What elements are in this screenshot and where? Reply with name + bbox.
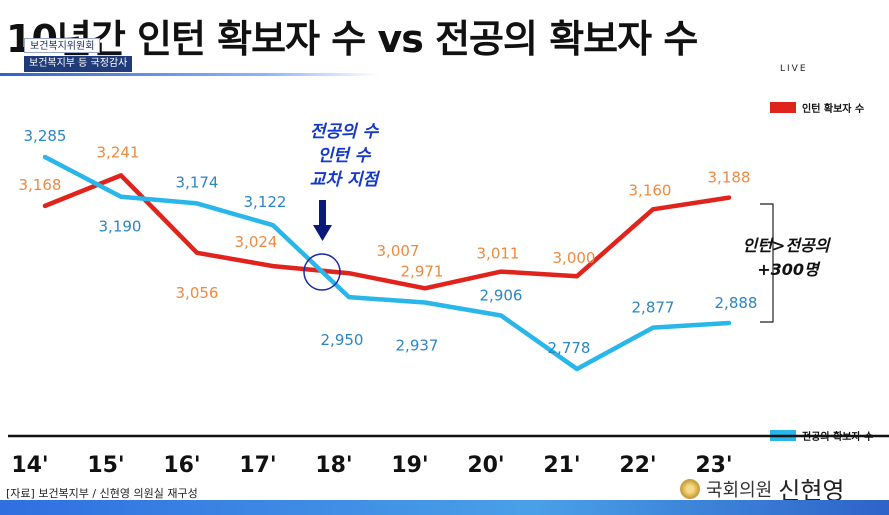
legend-swatch-intern	[770, 102, 796, 113]
source-note: [자료] 보건복지부 / 신현영 의원실 재구성	[6, 487, 198, 500]
data-label-resident-0: 3,285	[24, 127, 67, 145]
footer-bar	[0, 500, 889, 515]
x-tick-label-8: 22'	[619, 453, 656, 478]
x-tick-label-6: 20'	[467, 453, 504, 478]
data-label-intern-6: 3,011	[477, 245, 520, 263]
x-tick-label-3: 17'	[239, 453, 276, 478]
title-underline	[0, 73, 380, 76]
gap-annotation-line1: 인턴>전공의	[742, 236, 831, 255]
data-label-resident-6: 2,906	[480, 286, 523, 304]
data-label-intern-2: 3,056	[176, 284, 219, 302]
data-label-intern-9: 3,188	[708, 169, 751, 187]
data-label-intern-4: 3,007	[377, 242, 420, 260]
series-line-intern	[42, 173, 732, 291]
x-tick-label-1: 15'	[87, 453, 124, 478]
x-tick-label-4: 18'	[315, 453, 352, 478]
data-label-resident-3: 3,122	[244, 193, 287, 211]
data-label-intern-3: 3,024	[235, 233, 278, 251]
data-label-resident-8: 2,877	[632, 299, 675, 317]
x-tick-label-5: 19'	[391, 453, 428, 478]
signature-org: 국회의원	[706, 479, 773, 501]
legend-item-intern: 인턴 확보자 수	[770, 100, 864, 115]
data-label-intern-8: 3,160	[629, 181, 672, 199]
data-label-resident-4: 2,950	[321, 331, 364, 349]
x-tick-label-7: 21'	[543, 453, 580, 478]
live-indicator: LIVE	[780, 64, 808, 74]
crossover-annotation-line1: 전공의 수	[310, 122, 380, 142]
legend-label-intern: 인턴 확보자 수	[802, 104, 865, 115]
committee-badge: 보건복지위원회	[24, 38, 101, 53]
crossover-annotation-line2: 인턴 수	[318, 146, 372, 166]
series-line-resident	[42, 154, 732, 372]
gap-annotation-line2: +300명	[757, 260, 821, 279]
x-tick-label-9: 23'	[695, 453, 732, 478]
data-label-resident-5: 2,937	[396, 337, 439, 355]
page-title: 10년간 인턴 확보자 수 vs 전공의 확보자 수	[6, 17, 698, 61]
national-assembly-emblem-icon	[680, 478, 700, 499]
data-label-resident-1: 3,190	[99, 218, 142, 236]
crossover-annotation-line3: 교차 지점	[310, 170, 381, 190]
data-label-resident-2: 3,174	[176, 173, 219, 191]
crossover-arrow-icon	[313, 200, 332, 241]
x-tick-label-2: 16'	[163, 453, 200, 478]
data-label-intern-1: 3,241	[97, 143, 140, 161]
data-label-intern-7: 3,000	[553, 249, 596, 267]
gap-bracket	[760, 203, 774, 323]
crossover-circle	[303, 253, 341, 291]
session-badge: 보건복지부 등 국정감사	[24, 56, 133, 72]
data-label-intern-5: 2,971	[401, 262, 444, 280]
legend-label-resident: 전공의 확보자 수	[802, 432, 874, 443]
data-label-intern-0: 3,168	[19, 176, 62, 194]
x-tick-label-0: 14'	[11, 453, 48, 478]
data-label-resident-9: 2,888	[715, 294, 758, 312]
data-label-resident-7: 2,778	[548, 339, 591, 357]
